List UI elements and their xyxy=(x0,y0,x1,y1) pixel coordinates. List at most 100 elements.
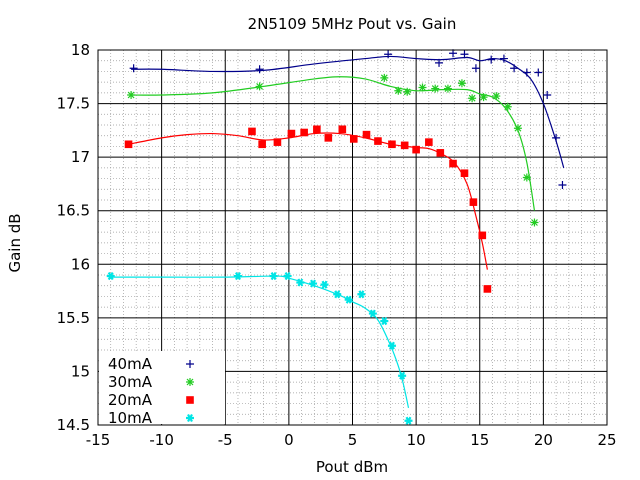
fit-curve-20mA xyxy=(128,132,488,270)
data-point-30mA xyxy=(522,173,531,182)
data-point-40mA xyxy=(522,68,531,77)
data-point-40mA xyxy=(255,65,264,74)
data-point-20mA xyxy=(349,135,358,143)
data-point-10mA xyxy=(296,278,305,287)
data-point-40mA xyxy=(487,55,496,64)
data-point-30mA xyxy=(255,82,264,91)
legend-label-10mA: 10mA xyxy=(108,409,153,427)
data-point-30mA xyxy=(443,84,452,93)
data-point-30mA xyxy=(380,73,389,82)
y-axis-label: Gain dB xyxy=(6,213,24,272)
x-tick-label: -10 xyxy=(149,431,174,449)
data-point-10mA xyxy=(404,416,413,425)
data-point-40mA xyxy=(129,64,138,73)
legend-box xyxy=(99,351,225,424)
data-point-20mA xyxy=(273,138,282,146)
x-tick-label: -15 xyxy=(86,431,111,449)
data-point-40mA xyxy=(534,68,543,77)
data-point-10mA xyxy=(357,290,366,299)
data-point-30mA xyxy=(127,91,136,99)
data-point-40mA xyxy=(449,49,458,58)
data-point-10mA xyxy=(106,272,115,281)
y-tick-label: 16 xyxy=(71,255,90,273)
data-point-20mA xyxy=(478,231,487,240)
x-tick-label: 10 xyxy=(407,431,426,449)
data-point-30mA xyxy=(492,92,501,101)
data-point-40mA xyxy=(543,91,552,99)
data-point-40mA xyxy=(499,54,508,63)
legend-label-20mA: 20mA xyxy=(108,391,153,409)
data-point-30mA xyxy=(418,83,427,92)
data-point-20mA xyxy=(425,138,433,146)
data-point-20mA xyxy=(483,285,492,293)
data-point-20mA xyxy=(449,159,457,168)
data-point-40mA xyxy=(384,50,393,59)
y-tick-label: 17 xyxy=(71,148,90,166)
data-point-20mA xyxy=(388,140,396,149)
y-tick-label: 17.5 xyxy=(57,95,90,113)
data-point-30mA xyxy=(479,93,488,102)
data-point-10mA xyxy=(368,309,377,318)
data-point-30mA xyxy=(431,84,440,93)
data-point-30mA xyxy=(394,86,403,95)
data-point-20mA xyxy=(460,169,469,178)
chart-title: 2N5109 5MHz Pout vs. Gain xyxy=(248,15,457,33)
data-point-20mA xyxy=(248,127,256,136)
legend-marker-40mA xyxy=(186,360,194,368)
data-point-10mA xyxy=(344,295,353,304)
data-point-30mA xyxy=(403,87,412,96)
y-tick-label: 15.5 xyxy=(57,309,90,327)
data-point-20mA xyxy=(300,128,308,137)
data-point-10mA xyxy=(309,279,318,288)
fit-curve-30mA xyxy=(131,76,536,211)
data-point-30mA xyxy=(513,124,522,133)
data-point-30mA xyxy=(530,218,539,227)
data-point-10mA xyxy=(320,280,329,289)
data-point-10mA xyxy=(269,272,278,281)
data-point-30mA xyxy=(503,102,512,111)
y-tick-label: 16.5 xyxy=(57,202,90,220)
fit-curve-40mA xyxy=(131,55,565,169)
data-point-40mA xyxy=(471,64,480,73)
data-point-20mA xyxy=(258,140,266,149)
data-points xyxy=(106,49,567,425)
y-tick-label: 14.5 xyxy=(57,416,90,434)
data-point-20mA xyxy=(436,149,445,157)
data-point-30mA xyxy=(468,94,477,103)
x-tick-label: 25 xyxy=(597,431,616,449)
x-tick-label: 20 xyxy=(534,431,553,449)
data-point-20mA xyxy=(400,141,409,150)
data-point-10mA xyxy=(398,371,407,380)
data-point-40mA xyxy=(552,133,561,142)
data-point-20mA xyxy=(124,140,133,149)
x-tick-label: 15 xyxy=(470,431,489,449)
axis-ticks: -15 -10 -5 0 5 10 15 20 25 14.5 15 15.5 16 16.5 17 17.5… xyxy=(57,41,617,449)
x-tick-label: 0 xyxy=(284,431,294,449)
data-point-20mA xyxy=(469,198,478,206)
y-tick-label: 18 xyxy=(71,41,90,59)
data-point-20mA xyxy=(313,125,321,134)
data-point-20mA xyxy=(374,137,382,145)
data-point-10mA xyxy=(283,272,292,281)
x-tick-label: -5 xyxy=(218,431,233,449)
legend-marker-30mA xyxy=(186,378,194,386)
data-point-20mA xyxy=(287,129,296,138)
data-point-10mA xyxy=(387,341,396,350)
data-point-10mA xyxy=(380,317,389,326)
legend-label-30mA: 30mA xyxy=(108,373,153,391)
data-point-20mA xyxy=(338,125,347,134)
legend-marker-10mA xyxy=(186,413,194,423)
data-point-20mA xyxy=(324,134,333,142)
data-point-10mA xyxy=(233,272,242,281)
y-tick-label: 15 xyxy=(71,362,90,380)
legend-label-40mA: 40mA xyxy=(108,355,153,373)
data-point-20mA xyxy=(412,145,420,154)
plot-frame xyxy=(97,49,608,426)
data-point-40mA xyxy=(510,64,519,73)
data-point-40mA xyxy=(435,58,444,67)
data-point-20mA xyxy=(362,130,371,139)
x-tick-label: 5 xyxy=(348,431,358,449)
data-point-40mA xyxy=(558,181,567,189)
